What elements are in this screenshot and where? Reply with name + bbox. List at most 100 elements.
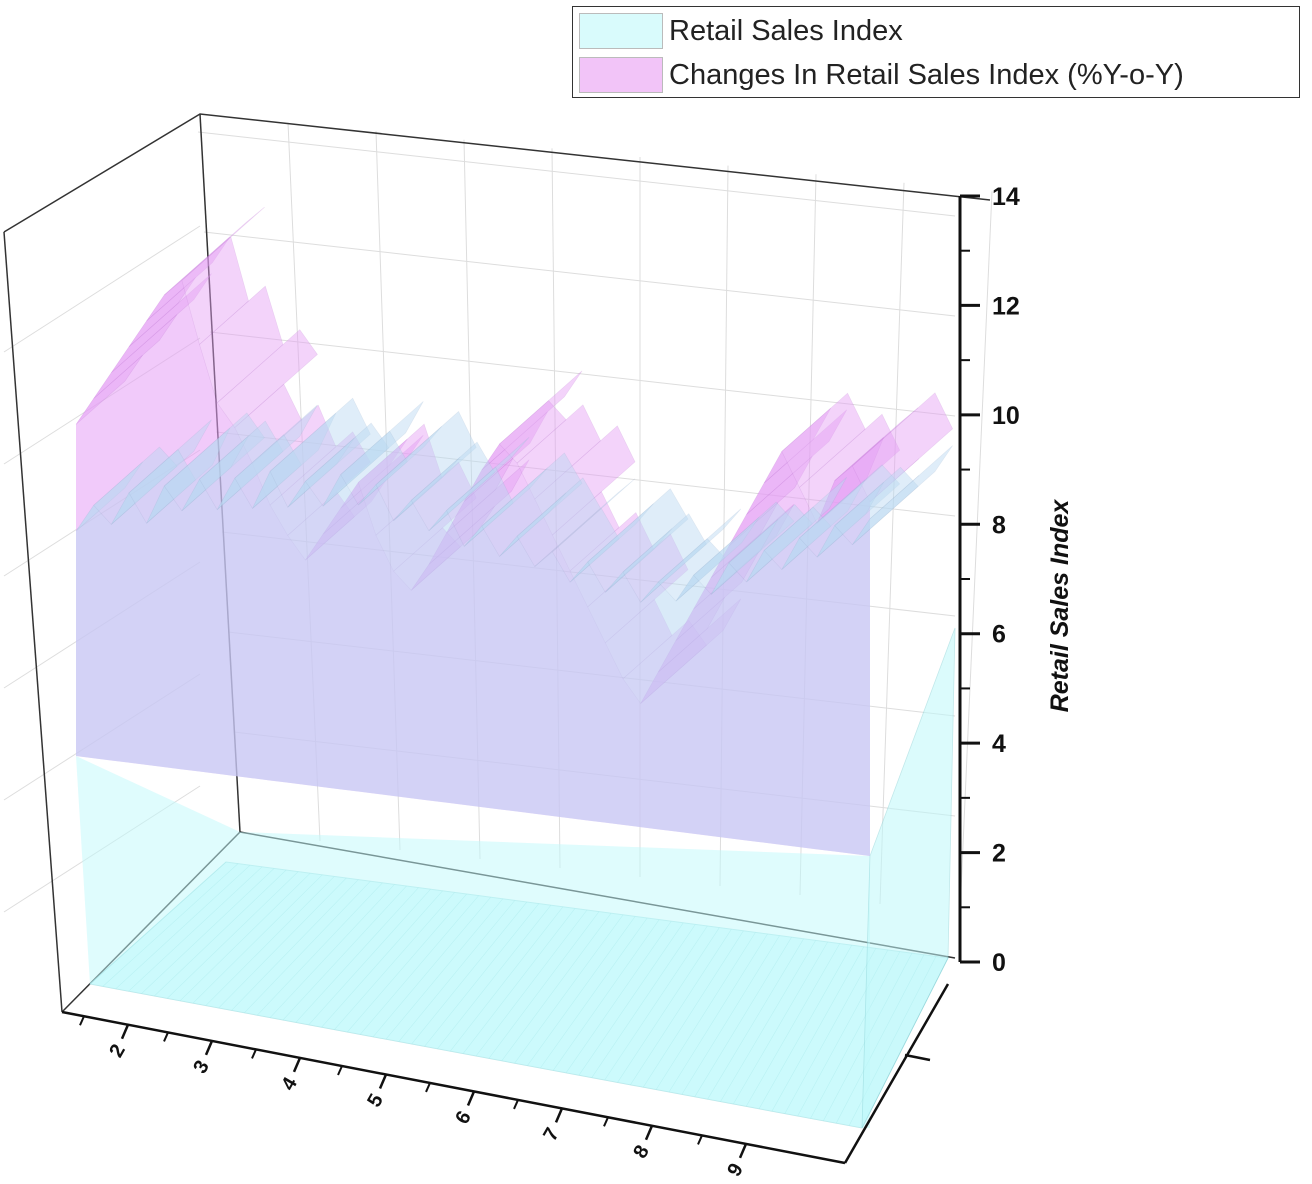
series-retail-point <box>146 427 231 524</box>
depth-axis-line <box>843 983 950 1164</box>
series-changes-point <box>128 277 196 348</box>
series-changes-point <box>481 370 583 471</box>
grid-line-horizontal <box>203 231 956 317</box>
series-retail-point <box>128 449 196 524</box>
series-retail <box>75 397 953 856</box>
series-changes-point <box>446 457 514 534</box>
series-retail-point <box>428 437 530 531</box>
series-retail-point <box>728 504 813 583</box>
legend-item-changes: Changes In Retail Sales Index (%Y-o-Y) <box>579 55 1293 95</box>
series-changes-point <box>746 409 847 515</box>
x-axis-minor-tick <box>513 1099 519 1110</box>
x-tick-label: 4 <box>277 1073 302 1094</box>
z-tick-label: 6 <box>992 621 1006 649</box>
grid-line-vertical <box>959 191 993 914</box>
series-changes-point <box>499 400 567 464</box>
series-retail-point <box>181 435 249 512</box>
x-axis-tick <box>204 1040 214 1056</box>
series-changes-point <box>111 273 212 373</box>
series-retail-point <box>75 461 143 532</box>
x-axis-tick <box>378 1073 388 1089</box>
series-retail-point <box>710 519 779 595</box>
series-changes-point <box>164 207 265 296</box>
series-retail-point <box>375 411 477 522</box>
series-retail-surface <box>76 471 870 856</box>
series-retail-point <box>199 420 284 511</box>
series-changes-point <box>234 383 302 464</box>
z-tick-label: 12 <box>992 292 1020 320</box>
series-retail-point <box>640 508 742 603</box>
x-tick-label: 3 <box>189 1057 214 1078</box>
x-axis-tick <box>466 1090 476 1106</box>
z-tick-label: 2 <box>992 840 1006 868</box>
series-changes-point <box>869 458 920 503</box>
series-changes-point <box>552 491 620 572</box>
x-axis-tick <box>292 1057 302 1073</box>
series-changes-point <box>463 411 548 502</box>
series-retail-point <box>234 434 302 509</box>
series-changes-point <box>93 314 178 399</box>
series-retail-point <box>304 422 390 507</box>
x-axis-minor-tick <box>79 1015 85 1026</box>
legend: Retail Sales Index Changes In Retail Sal… <box>572 6 1300 98</box>
series-changes-point <box>799 413 901 524</box>
series-retail-point <box>816 481 884 558</box>
series-retail-point <box>781 479 866 570</box>
series-changes-point <box>516 404 601 500</box>
series-retail-point <box>587 488 689 593</box>
grid-line-horizontal <box>209 331 956 417</box>
series-retail-point <box>358 426 442 506</box>
x-axis-tick <box>120 1024 130 1040</box>
x-axis-line <box>61 1010 846 1165</box>
retail-front-block <box>76 756 870 1128</box>
box-left-edge <box>3 231 63 1013</box>
x-axis-minor-tick <box>337 1065 343 1076</box>
retail-side-wall <box>861 627 956 1129</box>
series-changes-point <box>728 455 813 547</box>
series-changes-point <box>763 407 832 484</box>
series-retail-point <box>516 477 601 567</box>
series-changes-point <box>75 354 143 425</box>
series-retail-point <box>163 412 265 512</box>
series-changes-point <box>834 407 919 481</box>
z-tick-label: 8 <box>992 511 1006 539</box>
series-retail-point <box>657 538 726 602</box>
series-retail-point <box>569 503 654 583</box>
grid-line-vertical <box>879 182 905 905</box>
series-changes-point <box>216 329 318 429</box>
series-retail-point <box>763 506 832 570</box>
series-retail-point <box>216 404 318 510</box>
series-retail-point <box>111 419 212 525</box>
series-retail-point <box>252 412 337 509</box>
series-retail-point <box>869 475 920 520</box>
x-axis-tick <box>554 1107 564 1123</box>
series-changes-point <box>781 392 866 488</box>
series-retail-point <box>746 477 847 583</box>
series-changes-point <box>340 438 408 509</box>
series-changes-point <box>199 285 284 404</box>
series-retail-point <box>499 492 567 557</box>
series-retail-point <box>852 445 953 545</box>
series-retail-point <box>834 466 919 546</box>
x-axis-minor-tick <box>251 1049 257 1059</box>
z-tick-label: 4 <box>992 730 1006 758</box>
legend-label-changes: Changes In Retail Sales Index (%Y-o-Y) <box>669 59 1184 91</box>
series-changes-point <box>534 425 636 536</box>
series-retail-point <box>446 466 514 547</box>
series-retail-point <box>287 437 355 508</box>
x-axis-minor-tick <box>425 1082 431 1093</box>
series-retail-point <box>322 401 424 507</box>
series-changes-point <box>146 236 231 322</box>
series-retail-point <box>463 467 548 547</box>
series-changes-point <box>816 437 884 524</box>
x-axis-minor-tick <box>697 1135 703 1145</box>
x-tick-label: 9 <box>723 1160 748 1181</box>
z-tick-label: 0 <box>992 949 1006 977</box>
series-walls <box>75 207 956 1129</box>
x-tick-label: 6 <box>451 1107 476 1128</box>
box-top-edge <box>3 113 991 233</box>
series-retail-point <box>622 513 707 603</box>
x-axis-minor-tick <box>163 1032 169 1042</box>
x-axis-tick <box>644 1125 654 1141</box>
